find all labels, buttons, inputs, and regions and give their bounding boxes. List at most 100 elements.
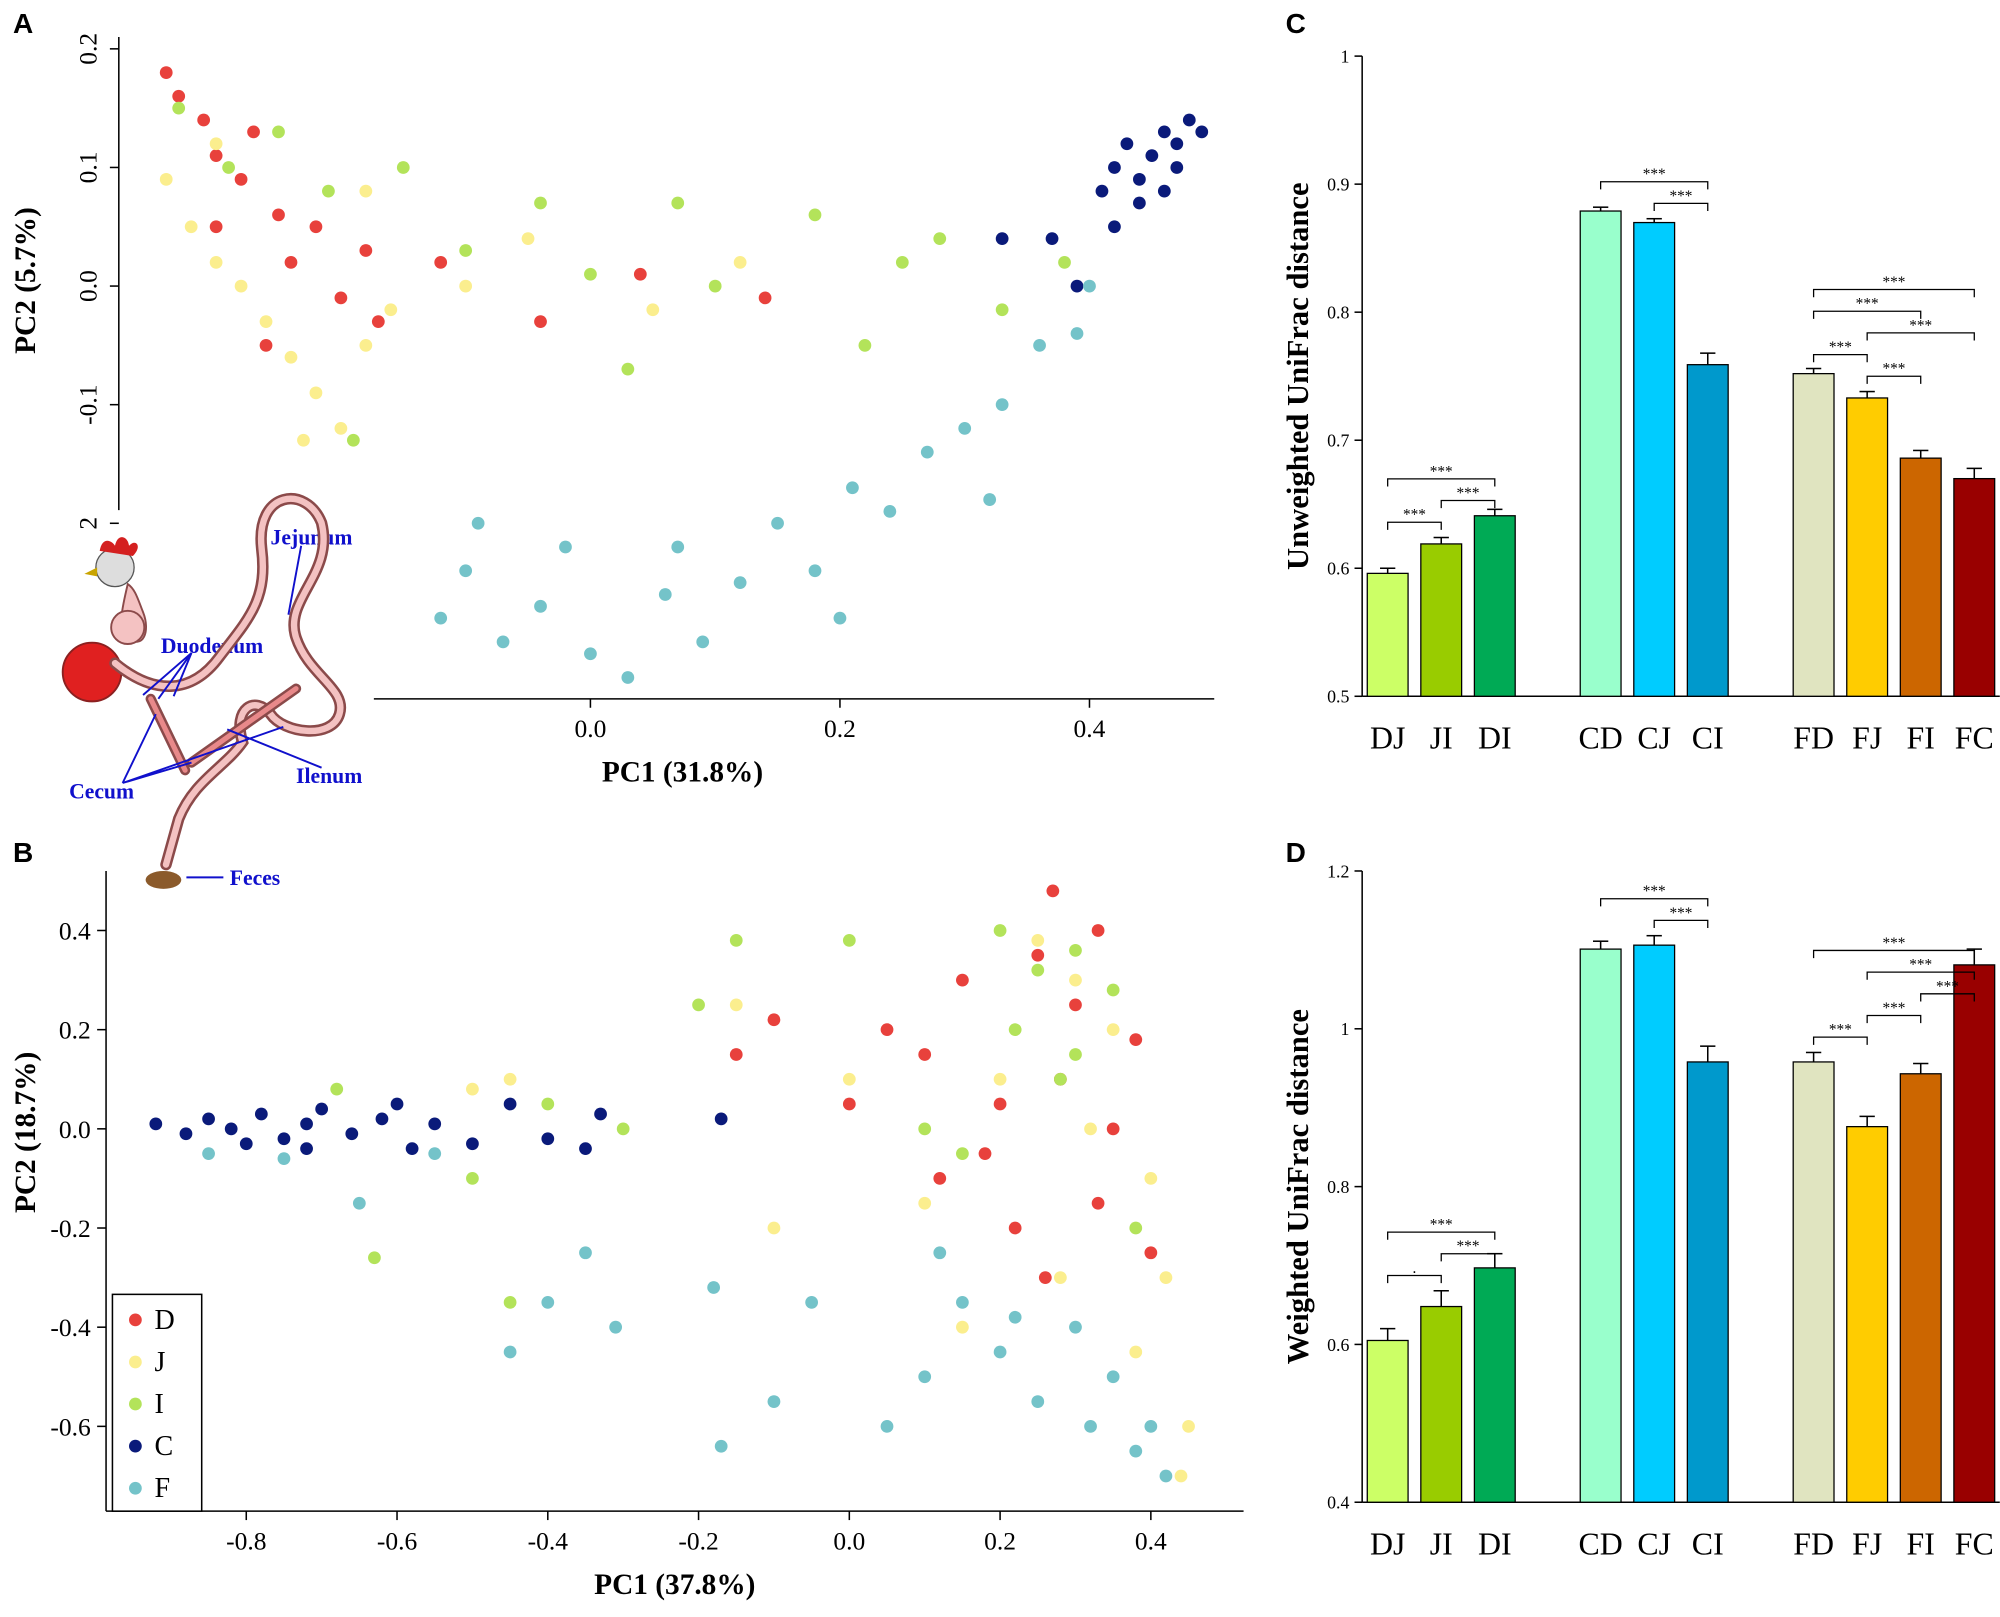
point <box>1129 1444 1143 1458</box>
point <box>534 196 547 210</box>
point <box>496 635 510 649</box>
cecum-left-inner <box>188 686 299 766</box>
point <box>1129 1221 1143 1235</box>
point <box>375 1112 389 1126</box>
point <box>1070 327 1084 340</box>
legend-marker <box>129 1439 142 1453</box>
panel-letter: A <box>13 8 33 39</box>
point <box>309 386 323 400</box>
significance-bracket <box>1866 1014 1922 1024</box>
significance-bracket <box>1812 310 1922 319</box>
y-tick-label: 0.4 <box>59 916 91 945</box>
x-tick-label: FI <box>1907 721 1935 756</box>
legend-label: C <box>155 1431 174 1462</box>
bar <box>1899 1073 1942 1503</box>
significance-label: *** <box>1430 1217 1453 1234</box>
y-tick-label: -0.6 <box>50 1412 90 1441</box>
point <box>209 137 223 151</box>
point <box>503 1097 517 1111</box>
point <box>895 255 909 269</box>
point <box>1031 1395 1045 1408</box>
point <box>466 1172 479 1185</box>
point <box>1069 1048 1082 1061</box>
point <box>1033 338 1046 352</box>
bar <box>1792 372 1835 697</box>
bar <box>1473 515 1516 697</box>
point <box>284 350 298 364</box>
point <box>277 1132 291 1146</box>
point <box>209 255 223 269</box>
point <box>729 934 743 947</box>
series <box>149 1097 728 1156</box>
point <box>405 1142 419 1156</box>
series <box>159 137 747 447</box>
y-tick-label: 0.2 <box>59 1016 91 1045</box>
point <box>1069 973 1082 987</box>
y-tick-label: 0.8 <box>1327 1177 1349 1197</box>
point <box>202 1147 215 1161</box>
significance-bracket <box>1866 971 1975 980</box>
point <box>918 1196 932 1210</box>
point <box>918 1370 932 1384</box>
point <box>1129 1345 1143 1359</box>
annotation: Jejunum <box>271 526 353 550</box>
y-tick-label: 0.8 <box>1327 303 1349 323</box>
point <box>224 1122 238 1136</box>
point <box>995 232 1009 245</box>
point <box>1157 125 1171 139</box>
significance-bracket <box>1866 332 1975 341</box>
series <box>466 934 1195 1483</box>
point <box>920 445 934 459</box>
point <box>459 279 473 293</box>
annotation: Duodenum <box>161 634 263 658</box>
bar <box>1846 1126 1889 1503</box>
point <box>471 516 485 530</box>
significance-bracket <box>1440 499 1496 509</box>
significance-label: *** <box>1430 463 1453 480</box>
x-tick-label: 0.0 <box>833 1526 865 1555</box>
point <box>1182 113 1196 127</box>
point <box>390 1097 404 1111</box>
point <box>541 1296 555 1309</box>
point <box>1159 1271 1173 1284</box>
significance-bracket <box>1440 1253 1496 1262</box>
point <box>883 505 897 518</box>
point <box>1159 1469 1173 1483</box>
legend-label: I <box>155 1389 164 1420</box>
point <box>1144 1246 1158 1260</box>
bar <box>1846 397 1889 697</box>
x-tick-label: FC <box>1955 721 1994 756</box>
point <box>503 1072 517 1086</box>
point <box>202 1112 215 1126</box>
panel-letter: D <box>1286 837 1306 868</box>
x-tick-label: 0.4 <box>1135 1526 1167 1555</box>
point <box>956 1320 969 1334</box>
cecum-right-inner <box>148 696 188 773</box>
point <box>1008 1310 1022 1324</box>
y-tick-label: 0.6 <box>1327 559 1349 579</box>
x-axis-label: PC1 (37.8%) <box>594 1569 755 1601</box>
point <box>396 161 410 174</box>
significance-label: *** <box>1403 507 1426 524</box>
significance-label: *** <box>1856 296 1879 313</box>
significance-bracket <box>1387 1274 1442 1284</box>
point <box>541 1097 555 1111</box>
significance-bracket <box>1387 521 1442 530</box>
point <box>334 291 348 305</box>
x-tick-label: FD <box>1793 721 1834 756</box>
legend-marker <box>129 1313 142 1327</box>
point <box>466 1137 479 1151</box>
point <box>1069 998 1082 1012</box>
point <box>767 1013 781 1027</box>
x-tick-label: FI <box>1907 1527 1935 1562</box>
point <box>880 1023 894 1037</box>
point <box>1144 1172 1158 1185</box>
point <box>1120 137 1134 151</box>
bar <box>1686 1061 1729 1503</box>
point <box>993 1097 1007 1111</box>
point <box>159 172 173 186</box>
point <box>1144 1419 1158 1433</box>
panel-letter: C <box>1286 8 1306 39</box>
point <box>579 1246 592 1260</box>
